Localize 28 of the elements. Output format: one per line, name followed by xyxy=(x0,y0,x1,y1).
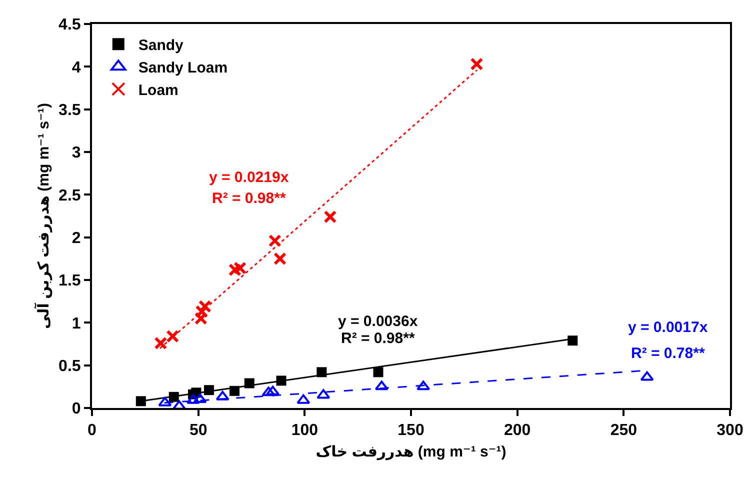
x-tick-label: 0 xyxy=(88,422,97,440)
annotation: y = 0.0017x xyxy=(628,319,708,336)
annotation: y = 0.0219x xyxy=(209,169,290,186)
x-axis-title: هدررفت خاک (mg m⁻¹ s⁻¹) xyxy=(316,444,506,461)
y-axis-title: هدررفت کربن آلی (mg m⁻¹ s⁻¹) xyxy=(33,102,52,330)
annotation: y = 0.0036x xyxy=(338,313,418,330)
y-tick-label: 4 xyxy=(72,59,81,76)
y-tick-label: 2 xyxy=(72,230,81,247)
x-tick-label: 100 xyxy=(291,422,318,440)
x-tick-label: 250 xyxy=(610,422,638,440)
x-tick-label: 150 xyxy=(398,422,424,440)
y-tick-label: 4.5 xyxy=(58,16,81,34)
y-tick-label: 0 xyxy=(72,400,81,418)
x-tick-label: 300 xyxy=(716,422,744,440)
legend-label: Sandy xyxy=(138,36,184,54)
legend-label: Sandy Loam xyxy=(138,59,228,76)
y-tick-label: 1 xyxy=(72,315,81,332)
x-tick-label: 50 xyxy=(189,422,208,440)
y-tick-label: 2.5 xyxy=(58,187,81,204)
annotation: R² = 0.98** xyxy=(212,190,286,207)
x-tick-label: 200 xyxy=(504,422,531,440)
legend-label: Loam xyxy=(138,82,178,99)
y-tick-label: 3.5 xyxy=(58,102,81,119)
y-tick-label: 0.5 xyxy=(58,358,81,375)
annotation: R² = 0.98** xyxy=(341,330,415,347)
y-tick-label: 3 xyxy=(72,144,81,162)
annotation: R² = 0.78** xyxy=(631,345,705,362)
y-tick-label: 1.5 xyxy=(58,272,81,290)
